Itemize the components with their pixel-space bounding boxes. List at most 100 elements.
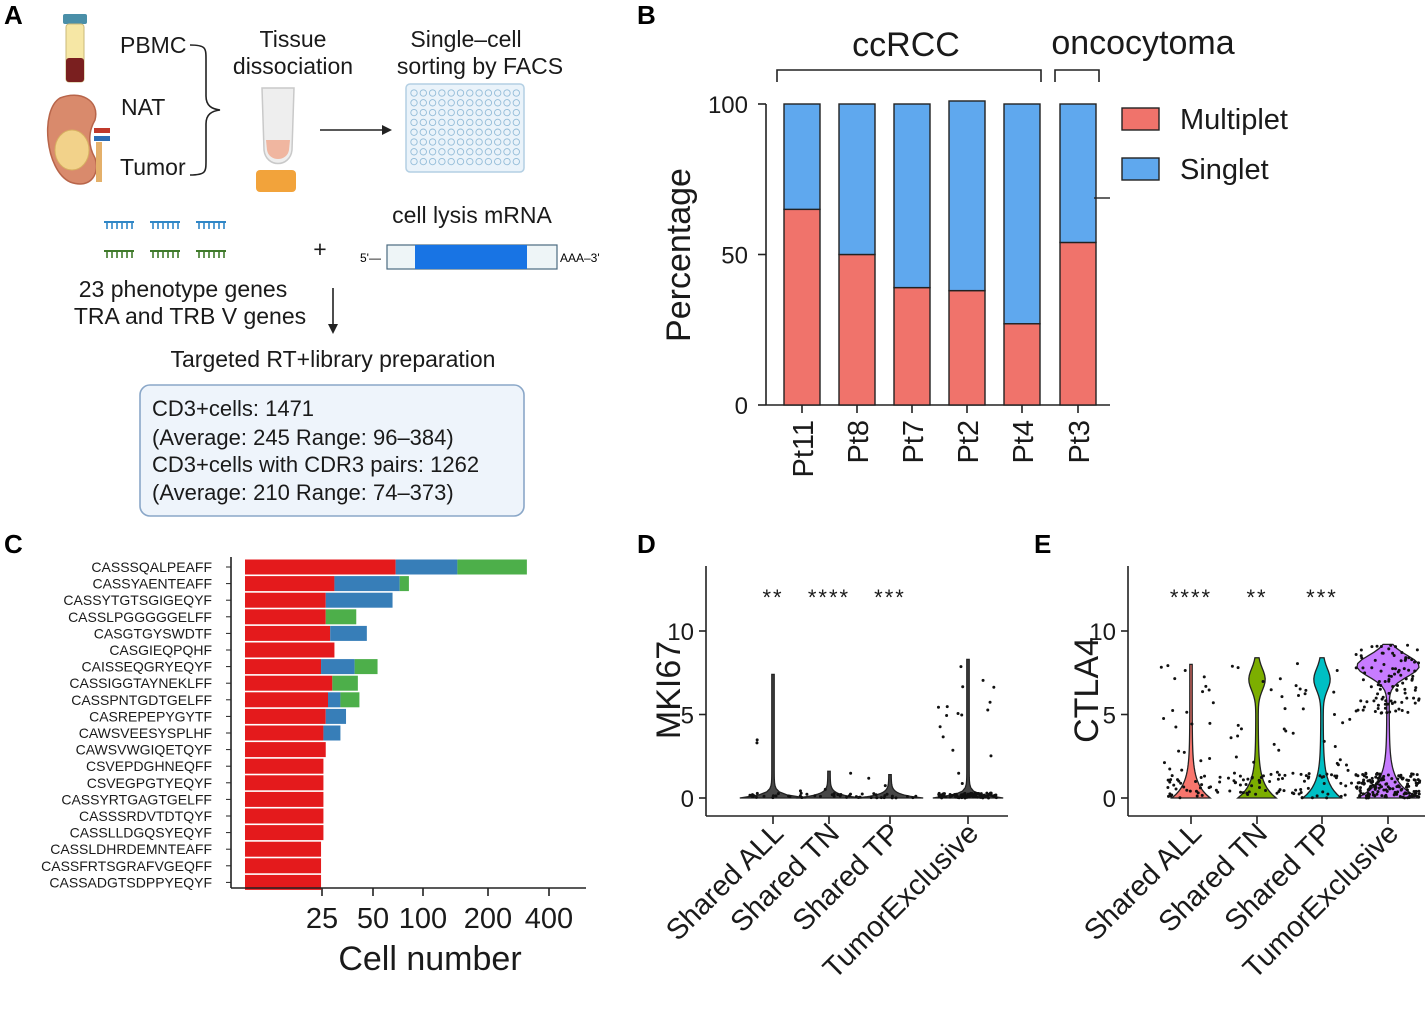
- legend-label-singlet: Singlet: [1180, 154, 1269, 186]
- plate-well: [428, 148, 437, 156]
- violin-point: [1283, 707, 1287, 711]
- violin-point: [905, 795, 909, 799]
- violin-point: [1407, 778, 1411, 782]
- violin-point: [1410, 772, 1414, 776]
- plate-well: [419, 118, 427, 127]
- violin-point: [1298, 687, 1302, 691]
- violin-point: [1397, 785, 1401, 789]
- significance-stars: ****: [808, 585, 850, 610]
- c-bar-blue: [327, 692, 341, 708]
- c-bar-green: [399, 576, 409, 592]
- violin-point: [1408, 794, 1412, 798]
- violin-point: [1172, 783, 1176, 787]
- violin-point: [1373, 783, 1377, 787]
- violin-point: [1387, 677, 1391, 681]
- violin-point: [1280, 695, 1284, 699]
- violin-point: [1173, 677, 1177, 681]
- violin-point: [1358, 786, 1362, 790]
- violin-point: [1396, 777, 1400, 781]
- violin-point: [1376, 790, 1380, 794]
- plate-well: [503, 148, 511, 156]
- c-xtick-label: 200: [464, 903, 512, 935]
- plate-well: [484, 138, 493, 146]
- violin-point: [993, 795, 997, 799]
- violin-point: [1307, 775, 1311, 779]
- violin-point: [1362, 782, 1366, 786]
- violin-point: [1325, 772, 1329, 776]
- violin-point: [750, 794, 754, 798]
- violin-point: [1411, 674, 1415, 678]
- violin-point: [1357, 781, 1361, 785]
- violin-point: [800, 796, 804, 800]
- five-prime-label: 5'—: [360, 251, 381, 265]
- mrna-icon: [386, 244, 558, 270]
- violin-point: [1402, 667, 1406, 671]
- plate-well: [512, 118, 520, 127]
- violin-point: [1375, 772, 1379, 776]
- violin-point: [1241, 778, 1245, 782]
- violin-point: [1277, 773, 1281, 777]
- violin-point: [845, 795, 849, 799]
- b-xtick-label: Pt3: [1064, 420, 1096, 464]
- violin-point: [1203, 774, 1207, 778]
- panel-c: C CASSSQALPEAFFCASSYAENTEAFFCASSYTGTSGIG…: [4, 529, 586, 978]
- violin-point: [872, 792, 876, 796]
- c-bar-blue: [325, 708, 347, 724]
- plate-well: [475, 157, 483, 166]
- c-bar-red: [245, 874, 322, 890]
- violin-point: [1275, 770, 1279, 774]
- violin-point: [1361, 678, 1365, 682]
- violin-point: [1400, 651, 1404, 655]
- plate-well: [456, 108, 465, 117]
- violin-point: [1183, 669, 1187, 673]
- violin-point: [1174, 725, 1178, 729]
- plate-well: [475, 99, 483, 107]
- violin-point: [1218, 775, 1222, 779]
- violin-point: [1387, 674, 1391, 678]
- violin-point: [1363, 671, 1367, 675]
- violin-point: [1250, 775, 1254, 779]
- plate-well: [512, 108, 520, 117]
- violin-point: [1415, 773, 1419, 777]
- plate-well: [428, 108, 437, 117]
- source-pbmc: PBMC: [120, 32, 186, 58]
- violin-point: [849, 771, 853, 775]
- cdr3-label: CASSPNTGDTGELFF: [71, 692, 212, 708]
- violin-point: [1376, 706, 1380, 710]
- c-bar-blue: [323, 725, 341, 741]
- cdr3-label: CSVEGPGTYEQYF: [87, 775, 212, 791]
- source-nat: NAT: [121, 94, 165, 120]
- violin-point: [1414, 789, 1418, 793]
- violin-point: [1358, 789, 1362, 793]
- violin-point: [1385, 711, 1389, 715]
- violin-point: [1364, 794, 1368, 798]
- violin-point: [1216, 790, 1220, 794]
- violin-point: [1198, 786, 1202, 790]
- violin-point: [936, 705, 940, 709]
- violin-point: [1375, 644, 1379, 648]
- violin-ytick-label: 10: [667, 619, 694, 646]
- arrowhead-icon: [382, 125, 392, 135]
- violin-point: [1367, 787, 1371, 791]
- plate-well: [438, 128, 446, 136]
- violin-point: [1413, 660, 1417, 664]
- violin-point: [1417, 792, 1421, 796]
- dissociation-tube-icon: [256, 87, 296, 192]
- violin-point: [879, 796, 883, 800]
- violin-point: [1405, 784, 1409, 788]
- summary-line4: (Average: 210 Range: 74–373): [152, 480, 454, 505]
- violin-point: [1245, 791, 1249, 795]
- violin-point: [754, 795, 758, 799]
- plate-well: [456, 157, 465, 166]
- violin-point: [1159, 665, 1163, 669]
- violin-point: [1354, 709, 1358, 713]
- violin-point: [1236, 734, 1240, 738]
- violin-point: [1359, 791, 1363, 795]
- violin-point: [914, 794, 918, 798]
- violin-point: [1371, 790, 1375, 794]
- violin-point: [911, 796, 915, 800]
- plate-well: [419, 128, 427, 136]
- plate-well: [466, 118, 474, 127]
- violin-point: [1375, 792, 1379, 796]
- violin-point: [1379, 778, 1383, 782]
